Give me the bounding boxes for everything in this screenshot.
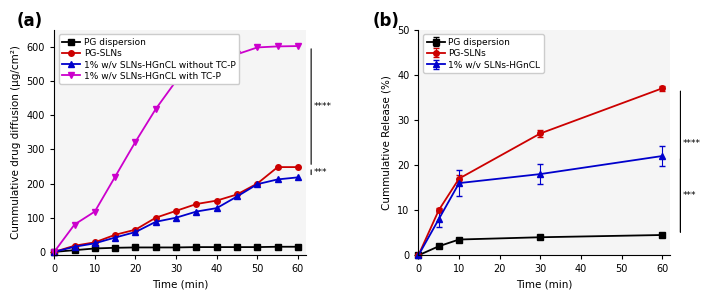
- 1% w/v SLNs-HGnCL with TC-P: [273, 45, 282, 48]
- 1% w/v SLNs-HGnCL with TC-P: [152, 107, 160, 111]
- X-axis label: Time (min): Time (min): [516, 280, 572, 290]
- X-axis label: Time (min): Time (min): [152, 280, 209, 290]
- 1% w/v SLNs-HGnCL with TC-P: [50, 250, 58, 254]
- PG-SLNs: [70, 244, 79, 247]
- Line: 1% w/v SLNs-HGnCL with TC-P: 1% w/v SLNs-HGnCL with TC-P: [51, 43, 300, 255]
- 1% w/v SLNs-HGnCL without TC-P: [152, 220, 160, 224]
- 1% w/v SLNs-HGnCL without TC-P: [273, 178, 282, 181]
- Text: ***: ***: [314, 168, 327, 177]
- PG dispersion: [111, 246, 120, 250]
- 1% w/v SLNs-HGnCL with TC-P: [253, 46, 261, 49]
- 1% w/v SLNs-HGnCL with TC-P: [233, 52, 241, 56]
- PG-SLNs: [233, 193, 241, 196]
- 1% w/v SLNs-HGnCL with TC-P: [111, 175, 120, 178]
- 1% w/v SLNs-HGnCL with TC-P: [90, 210, 99, 213]
- 1% w/v SLNs-HGnCL without TC-P: [70, 245, 79, 249]
- 1% w/v SLNs-HGnCL without TC-P: [131, 230, 140, 234]
- PG dispersion: [50, 250, 58, 254]
- Text: (b): (b): [373, 12, 400, 29]
- 1% w/v SLNs-HGnCL without TC-P: [233, 195, 241, 198]
- Y-axis label: Cummulative drug diffusion (μg/cm²): Cummulative drug diffusion (μg/cm²): [11, 45, 21, 239]
- Text: (a): (a): [16, 12, 43, 29]
- 1% w/v SLNs-HGnCL with TC-P: [212, 59, 221, 63]
- 1% w/v SLNs-HGnCL with TC-P: [294, 44, 303, 48]
- PG dispersion: [131, 246, 140, 249]
- Text: ***: ***: [683, 191, 696, 200]
- Legend: PG dispersion, PG-SLNs, 1% w/v SLNs-HGnCL: PG dispersion, PG-SLNs, 1% w/v SLNs-HGnC…: [423, 34, 544, 73]
- PG-SLNs: [131, 228, 140, 231]
- Y-axis label: Cummulative Release (%): Cummulative Release (%): [382, 75, 392, 210]
- PG dispersion: [212, 245, 221, 249]
- PG dispersion: [253, 245, 261, 249]
- PG-SLNs: [90, 240, 99, 244]
- PG dispersion: [90, 247, 99, 250]
- PG-SLNs: [50, 250, 58, 254]
- 1% w/v SLNs-HGnCL without TC-P: [212, 206, 221, 210]
- PG dispersion: [70, 248, 79, 252]
- 1% w/v SLNs-HGnCL without TC-P: [192, 210, 201, 213]
- 1% w/v SLNs-HGnCL without TC-P: [111, 236, 120, 239]
- PG dispersion: [172, 246, 180, 249]
- Line: PG dispersion: PG dispersion: [51, 244, 300, 255]
- PG-SLNs: [253, 182, 261, 185]
- PG-SLNs: [152, 216, 160, 219]
- 1% w/v SLNs-HGnCL with TC-P: [70, 223, 79, 226]
- PG-SLNs: [172, 209, 180, 213]
- PG-SLNs: [111, 233, 120, 237]
- PG-SLNs: [273, 165, 282, 169]
- PG dispersion: [192, 245, 201, 249]
- 1% w/v SLNs-HGnCL without TC-P: [253, 182, 261, 186]
- Line: 1% w/v SLNs-HGnCL without TC-P: 1% w/v SLNs-HGnCL without TC-P: [51, 175, 300, 255]
- Legend: PG dispersion, PG-SLNs, 1% w/v SLNs-HGnCL without TC-P, 1% w/v SLNs-HGnCL with T: PG dispersion, PG-SLNs, 1% w/v SLNs-HGnC…: [58, 34, 239, 84]
- 1% w/v SLNs-HGnCL without TC-P: [172, 216, 180, 219]
- 1% w/v SLNs-HGnCL without TC-P: [294, 175, 303, 179]
- PG-SLNs: [294, 165, 303, 169]
- 1% w/v SLNs-HGnCL without TC-P: [50, 250, 58, 254]
- 1% w/v SLNs-HGnCL with TC-P: [192, 65, 201, 68]
- 1% w/v SLNs-HGnCL without TC-P: [90, 241, 99, 245]
- PG-SLNs: [192, 202, 201, 206]
- 1% w/v SLNs-HGnCL with TC-P: [131, 140, 140, 144]
- Text: ****: ****: [314, 102, 332, 111]
- PG-SLNs: [212, 199, 221, 202]
- PG dispersion: [152, 246, 160, 249]
- Text: ****: ****: [683, 139, 701, 148]
- PG dispersion: [233, 245, 241, 249]
- Line: PG-SLNs: PG-SLNs: [51, 164, 300, 255]
- PG dispersion: [273, 245, 282, 249]
- 1% w/v SLNs-HGnCL with TC-P: [172, 79, 180, 83]
- PG dispersion: [294, 245, 303, 249]
